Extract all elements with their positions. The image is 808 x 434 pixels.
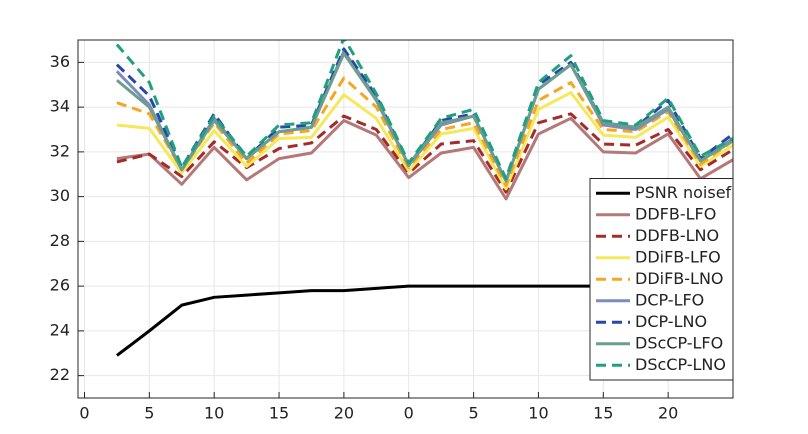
legend-label: DDiFB-LNO bbox=[635, 269, 724, 288]
series-line bbox=[116, 116, 733, 201]
x-tick-label: 20 bbox=[658, 404, 678, 423]
y-tick-label: 24 bbox=[50, 320, 70, 339]
ticks: 22 24 26 28 30 32 34 36 0 5 10 15 20 0 5 10 15 20 bbox=[50, 52, 679, 423]
y-tick-label: 28 bbox=[50, 231, 70, 250]
x-tick-label: 15 bbox=[269, 404, 289, 423]
legend-label: DCP-LFO bbox=[635, 290, 704, 309]
x-tick-label: 10 bbox=[204, 404, 224, 423]
series-line bbox=[115, 40, 733, 181]
series-line bbox=[116, 76, 733, 187]
series-line bbox=[115, 51, 733, 183]
x-tick-label: 5 bbox=[144, 404, 154, 423]
legend-label: DDFB-LFO bbox=[635, 204, 716, 223]
legend: PSNR noisef DDFB-LFO DDFB-LNO DDiFB-LFO DDiF… bbox=[589, 178, 734, 381]
y-tick-label: 34 bbox=[50, 97, 70, 116]
legend-label: DScCP-LFO bbox=[635, 333, 723, 352]
y-tick-label: 30 bbox=[50, 186, 70, 205]
legend-label: DCP-LNO bbox=[635, 312, 707, 331]
x-tick-label: 20 bbox=[334, 404, 354, 423]
series-line bbox=[115, 49, 733, 183]
x-tick-label: 15 bbox=[593, 404, 613, 423]
y-tick-label: 36 bbox=[50, 52, 70, 71]
series-line bbox=[116, 91, 733, 191]
x-tick-label: 0 bbox=[404, 404, 414, 423]
legend-label: DDFB-LNO bbox=[635, 226, 719, 245]
y-tick-label: 22 bbox=[50, 365, 70, 384]
x-tick-label: 10 bbox=[528, 404, 548, 423]
legend-label: PSNR noisef bbox=[635, 183, 732, 202]
series-line bbox=[116, 112, 733, 194]
legend-label: DScCP-LNO bbox=[635, 355, 726, 374]
y-tick-label: 32 bbox=[50, 141, 70, 160]
plot-area bbox=[115, 40, 733, 357]
y-tick-label: 26 bbox=[50, 276, 70, 295]
legend-label: DDiFB-LFO bbox=[635, 247, 721, 266]
x-tick-label: 5 bbox=[469, 404, 479, 423]
x-tick-label: 0 bbox=[79, 404, 89, 423]
